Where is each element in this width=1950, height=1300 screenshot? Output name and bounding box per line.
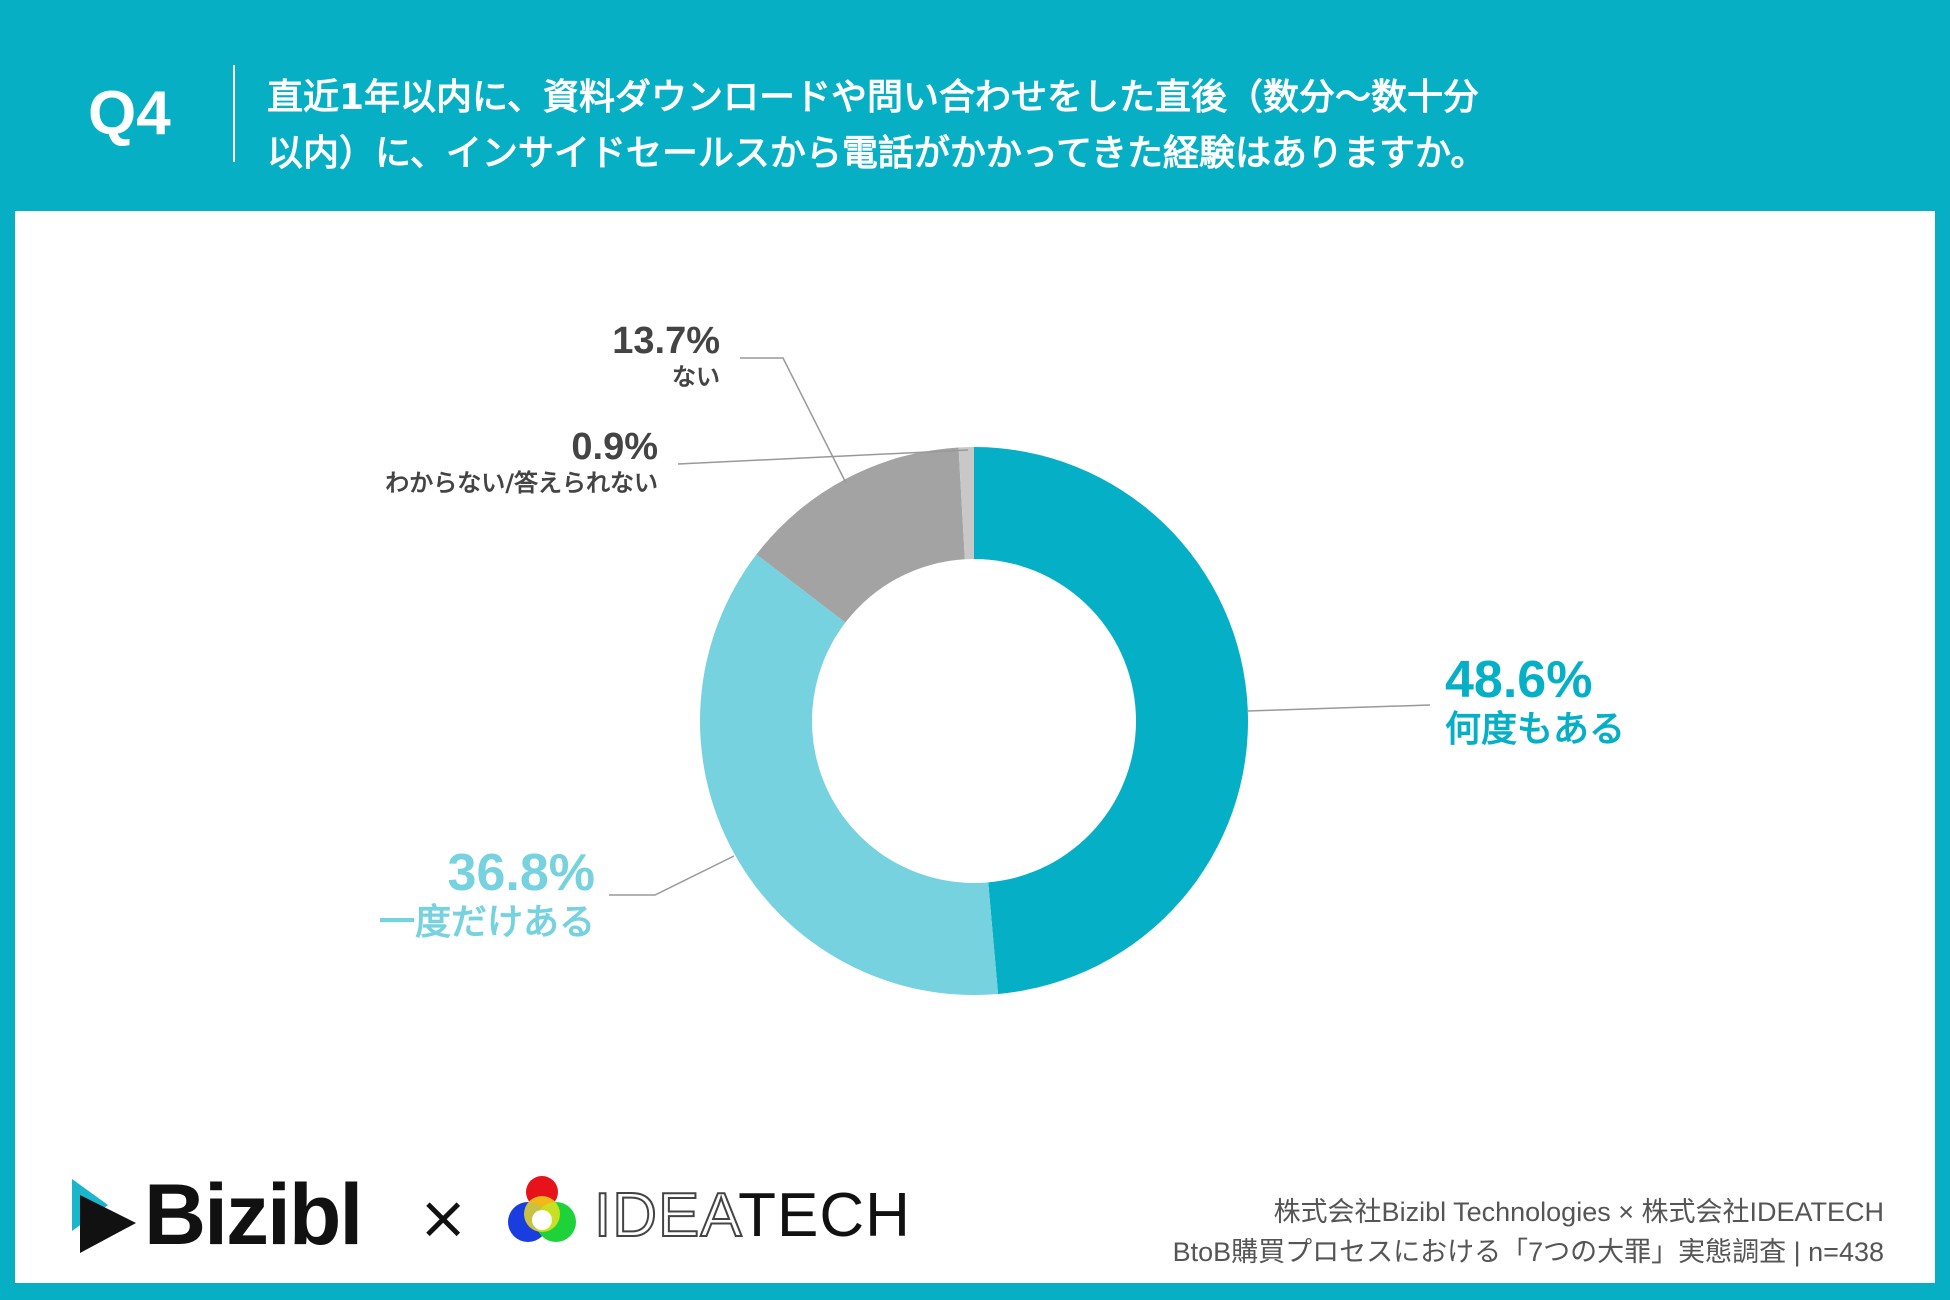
leader-line-3 bbox=[677, 449, 969, 465]
category-label: 一度だけある bbox=[378, 902, 595, 943]
content-panel bbox=[15, 211, 1935, 1283]
question-number: Q4 bbox=[88, 79, 171, 148]
credit-line-1: 株式会社Bizibl Technologies × 株式会社IDEATECH bbox=[1273, 1197, 1884, 1227]
donut-slice-2 bbox=[756, 447, 965, 623]
slice-label-3: 0.9% わからない/答えられない bbox=[385, 426, 658, 498]
slice-label-1: 36.8% 一度だけある bbox=[379, 845, 595, 945]
value-label: 0.9% bbox=[571, 426, 658, 468]
title-line-2: 以内）に、インサイドセールスから電話がかかってきた経験はありますか。 bbox=[267, 133, 1487, 174]
bizibl-logo: Bizibl bbox=[68, 1167, 363, 1263]
value-label: 48.6% bbox=[1445, 651, 1593, 709]
donut-slice-0 bbox=[974, 447, 1249, 994]
slice-label-2: 13.7% ない bbox=[612, 320, 720, 392]
value-label: 36.8% bbox=[447, 844, 595, 902]
slice-label-0: 48.6% 何度もある bbox=[1445, 652, 1625, 752]
category-label: ない bbox=[672, 363, 720, 391]
bizibl-play-icon bbox=[72, 1179, 136, 1253]
leader-line-0 bbox=[1246, 704, 1431, 712]
survey-credit: 株式会社Bizibl Technologies × 株式会社IDEATECH B… bbox=[1173, 1192, 1884, 1272]
header-divider bbox=[233, 65, 235, 162]
leader-line-2 bbox=[740, 357, 847, 484]
leader-line-1 bbox=[609, 855, 735, 896]
ideatech-color-icon bbox=[508, 1176, 576, 1242]
collab-times: × bbox=[418, 1183, 469, 1253]
category-label: わからない/答えられない bbox=[385, 469, 658, 497]
title-line-1: 直近1年以内に、資料ダウンロードや問い合わせをした直後（数分〜数十分 bbox=[267, 77, 1479, 118]
question-title: 直近1年以内に、資料ダウンロードや問い合わせをした直後（数分〜数十分 以内）に、… bbox=[267, 70, 1767, 182]
ideatech-logo: IDEATECH bbox=[504, 1170, 911, 1260]
donut-slice-3 bbox=[958, 447, 974, 560]
credit-line-2: BtoB購買プロセスにおける「7つの大罪」実態調査 | n=438 bbox=[1172, 1237, 1884, 1267]
category-label: 何度もある bbox=[1445, 709, 1626, 750]
value-label: 13.7% bbox=[612, 320, 720, 362]
donut-slice-1 bbox=[700, 554, 999, 996]
